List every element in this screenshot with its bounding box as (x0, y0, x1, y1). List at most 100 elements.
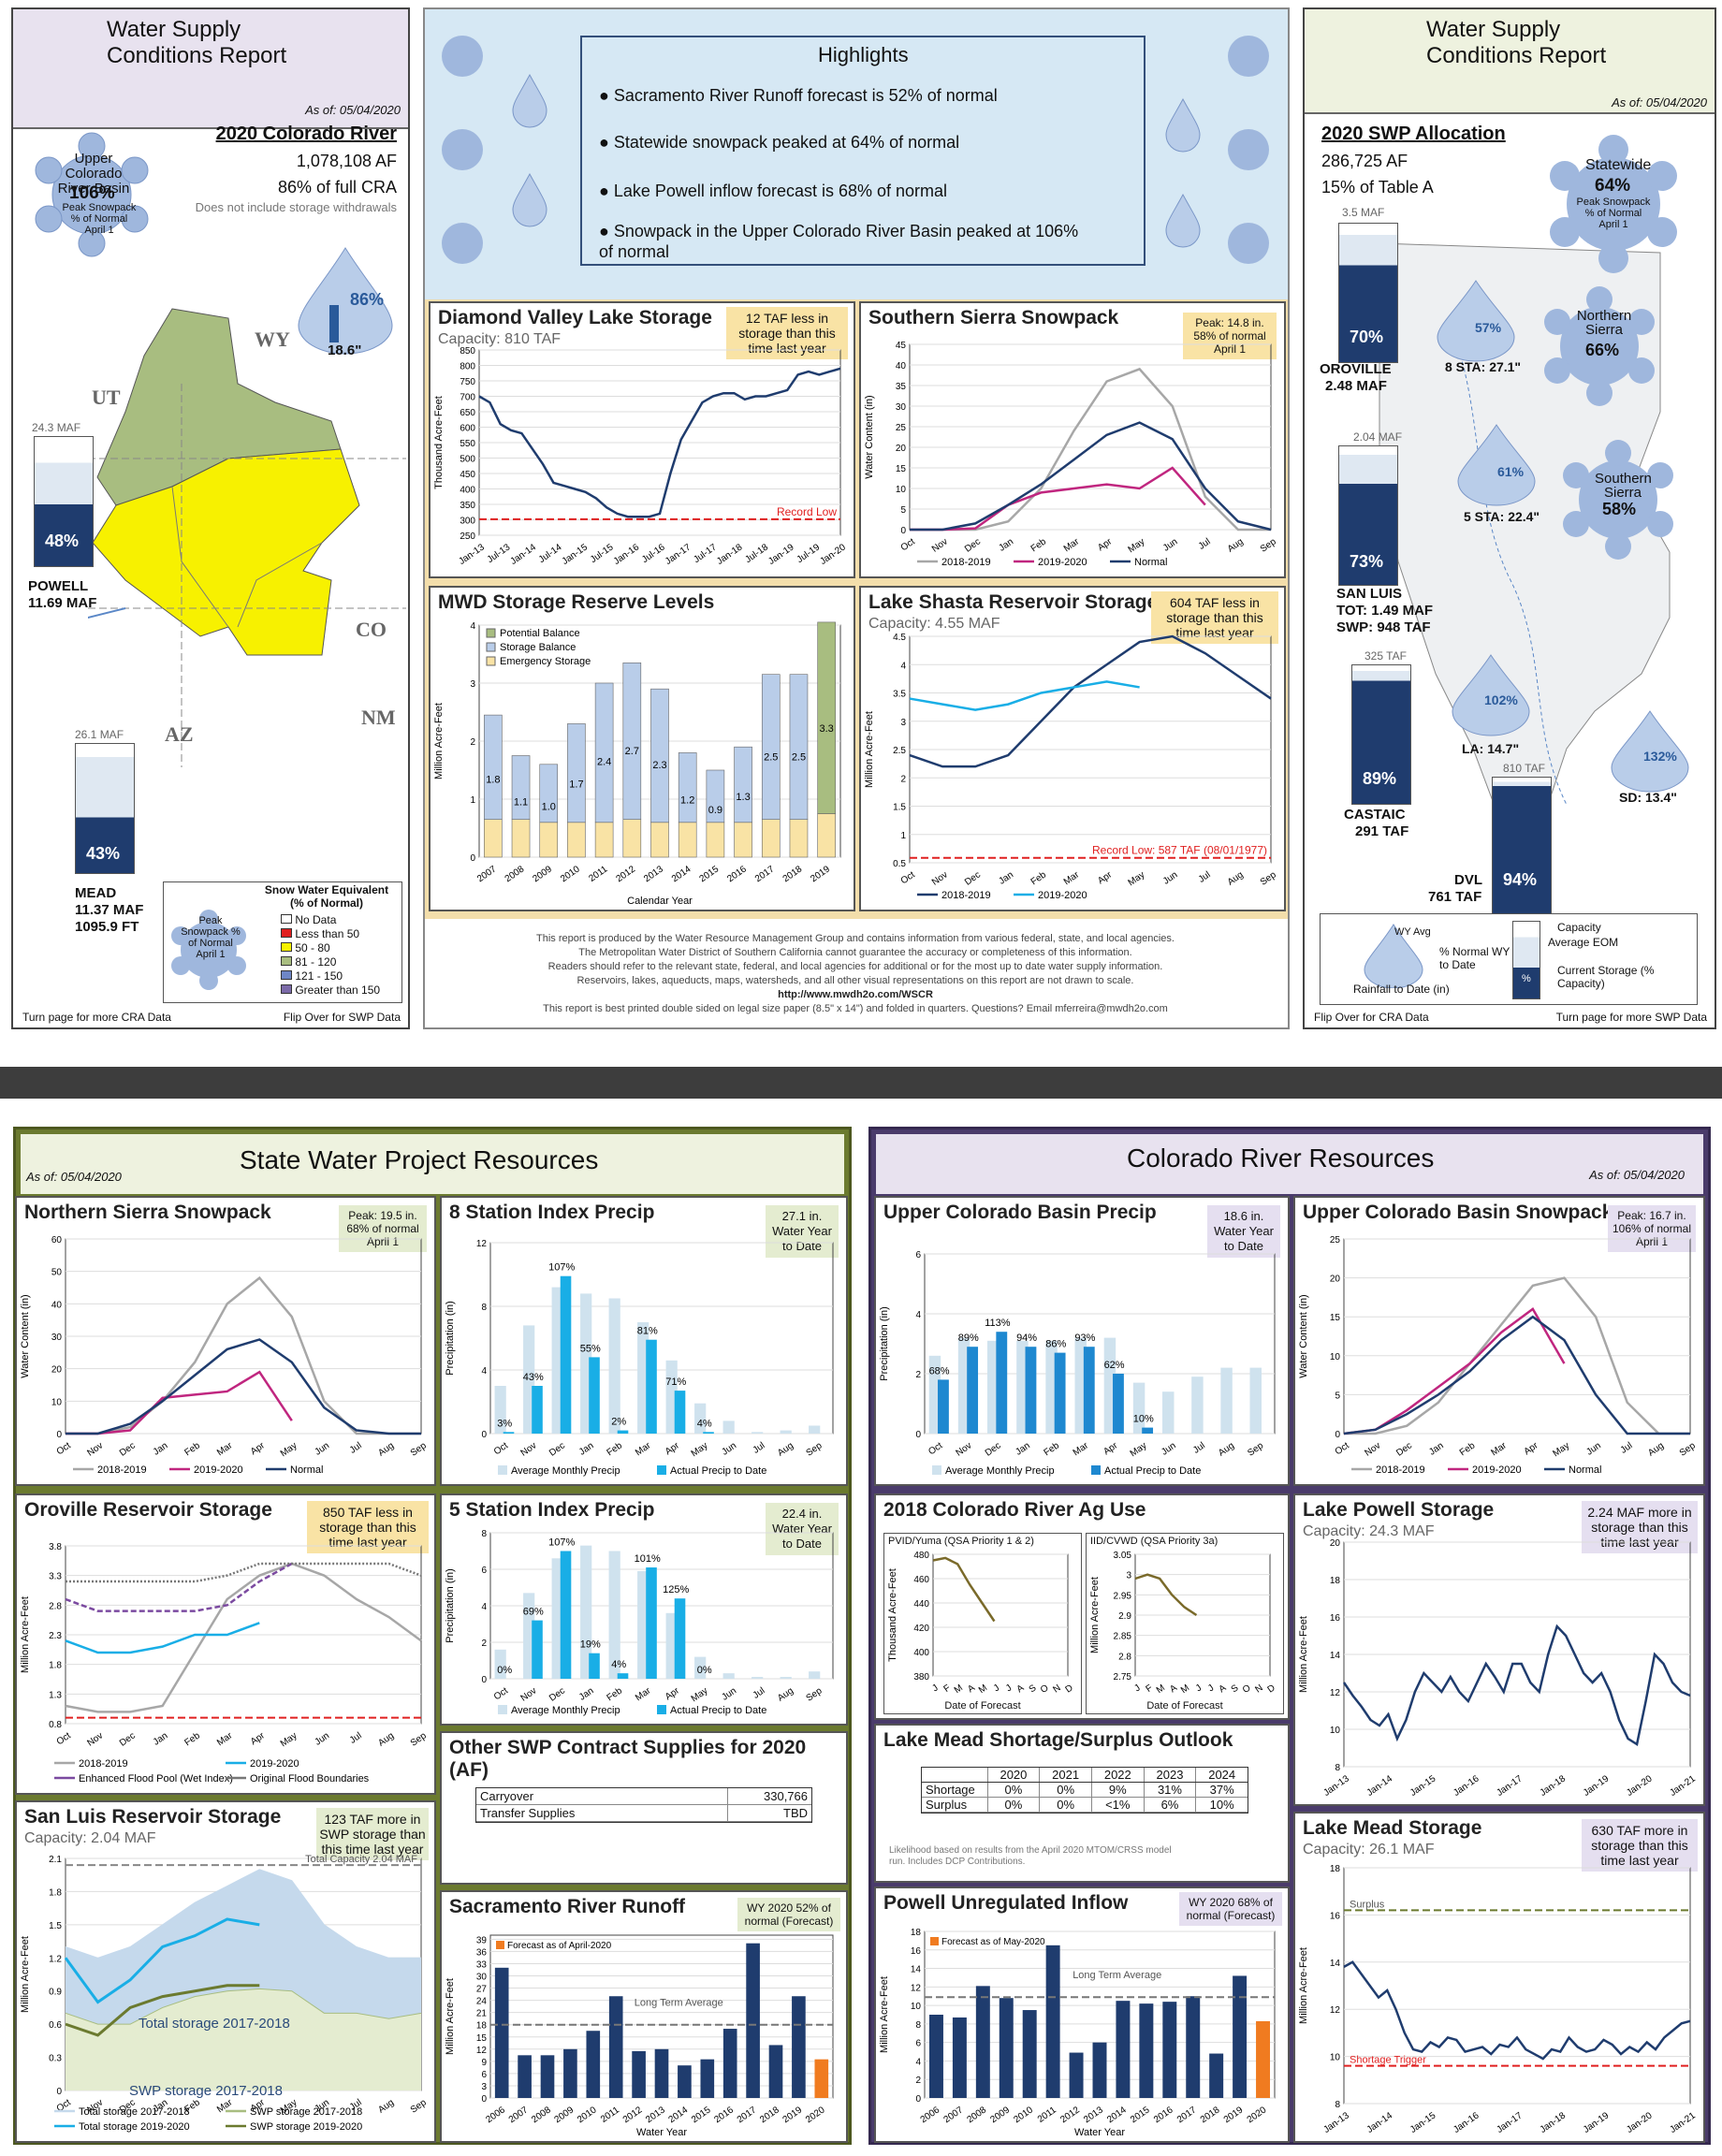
left-footer-right[interactable]: Flip Over for SWP Data (283, 1011, 401, 1024)
x-tick-label: Jan (1427, 1440, 1446, 1457)
cra-header (876, 1134, 1703, 1194)
bar (1069, 2052, 1084, 2098)
x-tick-label: Apr (249, 1440, 268, 1457)
x-tick-label: 2010 (576, 2105, 599, 2125)
data-label: 69% (523, 1607, 544, 1618)
table-cell: <1% (1090, 1798, 1144, 1812)
swe-item-lt50: Less than 50 (281, 927, 380, 941)
x-tick-label: 2008 (503, 864, 527, 884)
x-tick-label: Jan-13 (1321, 1773, 1351, 1799)
table-cell: 31% (1143, 1783, 1196, 1797)
y-tick-label: 20 (1330, 1275, 1341, 1285)
y-tick-label: 1 (470, 795, 475, 806)
x-tick-label: Jun (1161, 536, 1180, 553)
y-tick-label: 25 (1330, 1235, 1341, 1246)
y-tick-label: 4 (915, 1310, 921, 1320)
y-tick-label: 4 (915, 2057, 921, 2067)
y-tick-label: 800 (460, 362, 475, 372)
data-label: 107% (548, 1537, 575, 1549)
y-tick-label: 3 (481, 2082, 487, 2092)
y-tick-label: 0.8 (49, 1720, 62, 1730)
swp-heading: 2020 SWP Allocation (1321, 124, 1506, 144)
x-tick-label: Jan-14 (1365, 1773, 1395, 1799)
x-tick-label: May (1127, 536, 1147, 555)
x-tick-label: Jul-13 (486, 542, 513, 565)
left-footer-left[interactable]: Turn page for more CRA Data (22, 1011, 171, 1024)
oro-gauge (1338, 223, 1398, 363)
legend-label: 2019-2020 (194, 1464, 243, 1476)
y-axis-label: Million Acre-Feet (20, 1936, 31, 2013)
drop-inches: 18.6" (328, 342, 362, 358)
x-axis-label: Calendar Year (627, 896, 693, 907)
sta8-label: 8 STA: 27.1" (1445, 359, 1522, 374)
right-footer-left[interactable]: Flip Over for CRA Data (1314, 1011, 1429, 1024)
x-tick-label: 2014 (670, 864, 693, 884)
x-tick-label: May (1551, 1440, 1571, 1459)
area-label: SWP storage 2017-2018 (129, 2083, 283, 2099)
series-line (1343, 1307, 1566, 1435)
x-tick-label: Feb (182, 1730, 202, 1748)
x-tick-label: Jun (1161, 869, 1180, 886)
bar (700, 2059, 715, 2098)
data-label: 107% (548, 1262, 575, 1274)
bar (1256, 2020, 1271, 2098)
x-tick-label: Jan-19 (1582, 2110, 1612, 2135)
legend-current: Current Storage (% Capacity) (1557, 964, 1655, 990)
legend-label: Storage Balance (500, 642, 576, 653)
y-tick-label: 10 (1330, 2053, 1341, 2063)
reference-label: Total Capacity 2.04 MAF (305, 1854, 417, 1865)
x-tick-label: Apr (1102, 1440, 1120, 1457)
statewide-label: Statewide (1585, 157, 1652, 173)
bar-segment (789, 674, 809, 820)
legend-label: Enhanced Flood Pool (Wet Index) (79, 1773, 233, 1785)
bar-segment (678, 752, 697, 823)
x-tick-label: 2006 (484, 2105, 507, 2125)
bar-average (494, 1386, 506, 1434)
x-tick-label: Feb (606, 1685, 625, 1703)
bar-actual (560, 1275, 572, 1434)
legend-label: Average Monthly Precip (945, 1465, 1055, 1477)
chart-title: Other SWP Contract Supplies for 2020 (AF… (449, 1737, 807, 1781)
state-ut: UT (92, 386, 121, 409)
y-tick-label: 40 (51, 1300, 63, 1310)
y-tick-label: 8 (1335, 1763, 1340, 1773)
chart-svg: 0 4 8 12 Precipitation (in) Oct Nov Dec Jan Feb Ma… (445, 1239, 834, 1477)
legend-label: Normal (1134, 557, 1167, 568)
table-cell: 0% (986, 1783, 1040, 1797)
series-line (478, 367, 841, 518)
data-label: 71% (665, 1377, 686, 1388)
x-tick-label: Nov (955, 1440, 974, 1458)
y-tick-label: 1.5 (893, 803, 906, 813)
x-tick-label: Feb (1029, 536, 1049, 554)
section-divider (0, 1067, 1722, 1099)
ns-snowflake-icon (1544, 286, 1655, 406)
plot-area (1343, 1238, 1691, 1435)
x-tick-label: Nov (85, 1440, 105, 1458)
y-tick-label: 3.3 (49, 1572, 62, 1582)
chart-sta8: 8 Station Index Precip 27.1 in. Water Yea… (440, 1196, 848, 1486)
bar-actual (646, 1567, 657, 1679)
chart-powellinflow: Powell Unregulated Inflow WY 2020 68% of … (874, 1886, 1290, 2143)
y-tick-label: 0 (915, 1430, 921, 1440)
data-label: 3.3 (820, 723, 834, 735)
x-tick-label: Jun (314, 1440, 332, 1457)
highlights-title: Highlights (818, 43, 909, 66)
x-tick-label: Sep (409, 1730, 429, 1748)
bar-average (752, 1677, 764, 1679)
x-tick-label: 2015 (1129, 2105, 1152, 2125)
legend-label: Average Monthly Precip (511, 1465, 620, 1477)
x-tick-label: A (1015, 1683, 1027, 1695)
x-axis-label: Water Year (1074, 2127, 1125, 2138)
chart-title: MWD Storage Reserve Levels (438, 591, 715, 613)
x-tick-label: May (1127, 869, 1147, 888)
bar-segment (539, 822, 559, 858)
right-footer-right[interactable]: Turn page for more SWP Data (1555, 1011, 1707, 1024)
oro-cap: 3.5 MAF (1342, 206, 1385, 219)
bar-average (1249, 1367, 1262, 1434)
x-tick-label: Oct (899, 869, 917, 886)
x-tick-label: Jul-18 (743, 542, 770, 565)
colorado-basin-map (88, 308, 406, 767)
mead-pct: 43% (86, 844, 121, 863)
bar (608, 1996, 623, 2098)
